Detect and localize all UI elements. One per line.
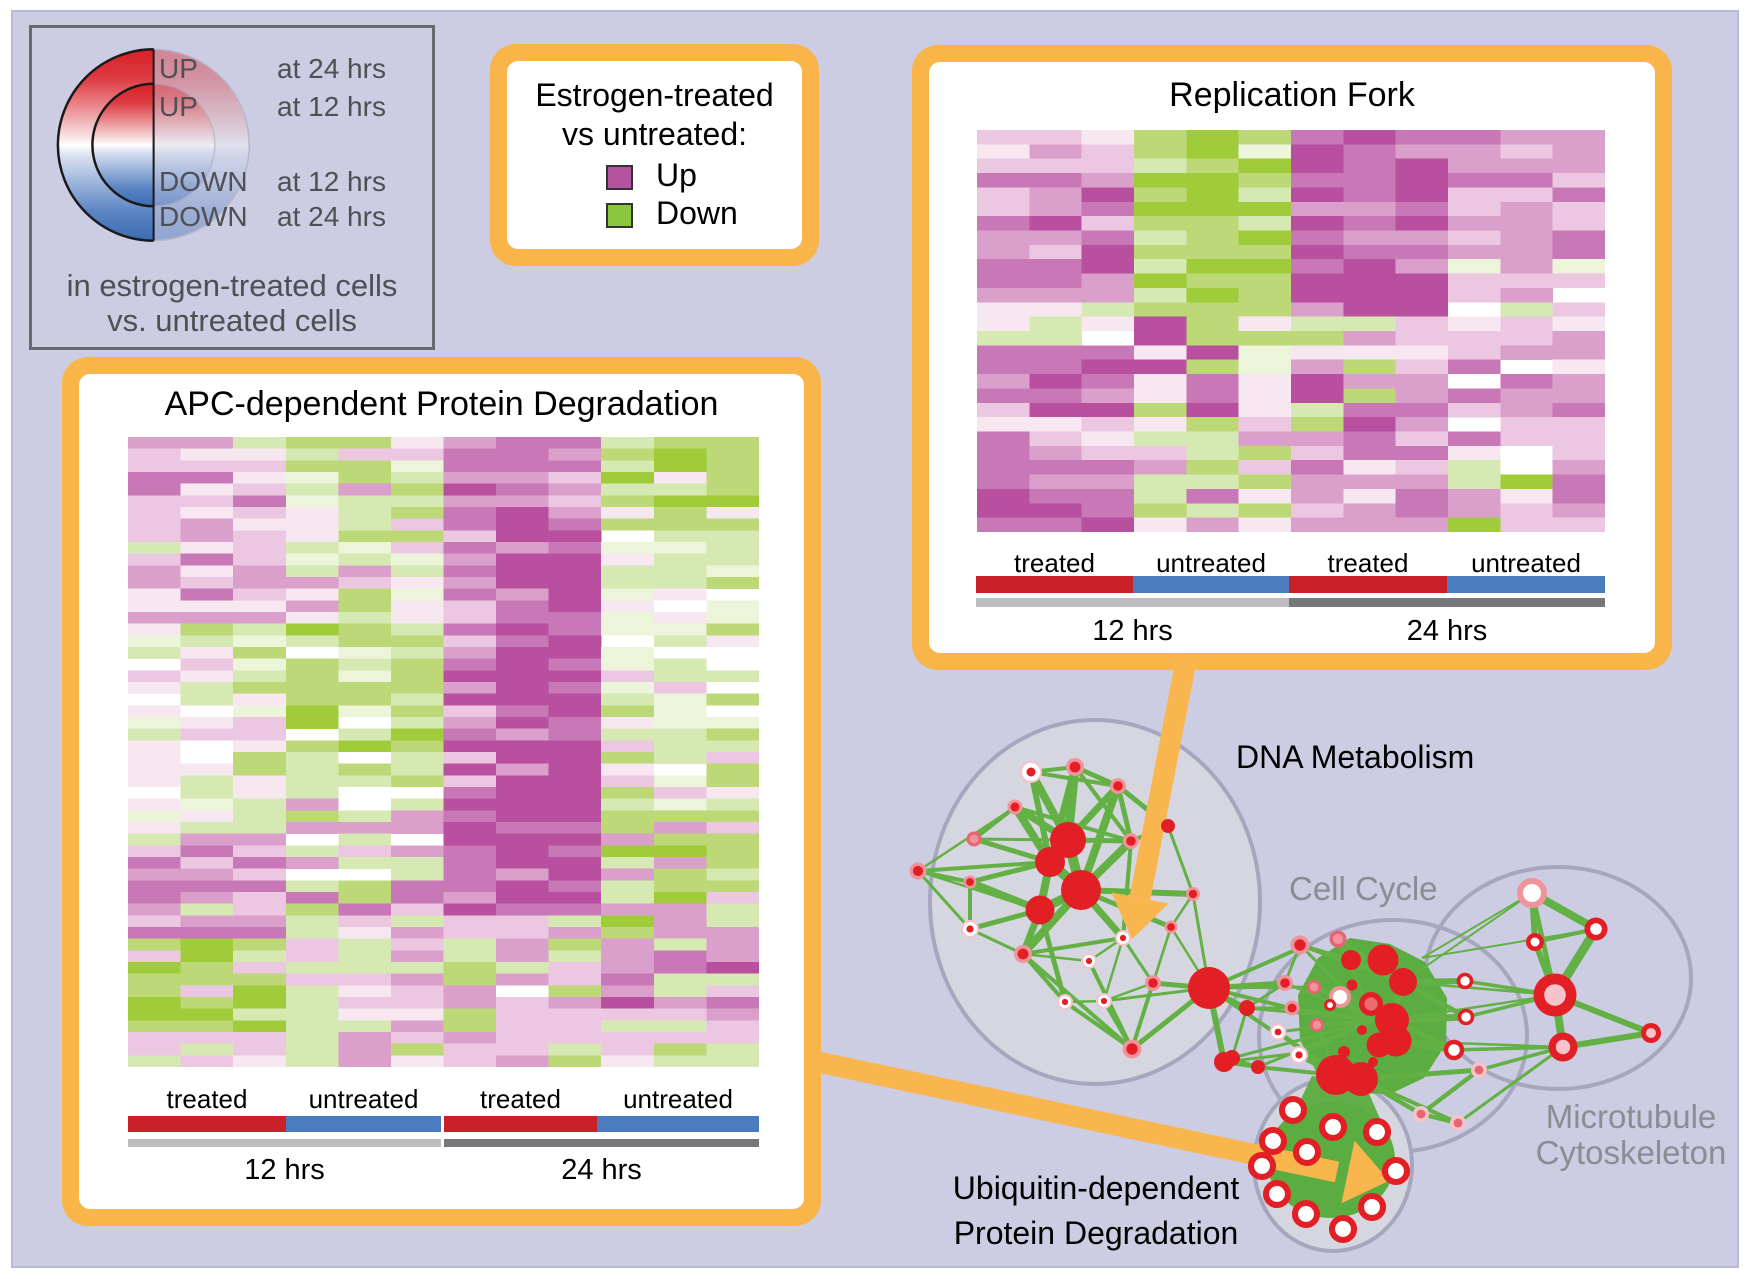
- svg-text:Microtubule: Microtubule: [1546, 1098, 1717, 1135]
- svg-text:DNA Metabolism: DNA Metabolism: [1236, 739, 1474, 775]
- svg-text:Cytoskeleton: Cytoskeleton: [1536, 1134, 1727, 1171]
- svg-text:Protein Degradation: Protein Degradation: [954, 1215, 1239, 1251]
- svg-text:Ubiquitin-dependent: Ubiquitin-dependent: [953, 1170, 1240, 1206]
- svg-text:Cell Cycle: Cell Cycle: [1289, 870, 1438, 907]
